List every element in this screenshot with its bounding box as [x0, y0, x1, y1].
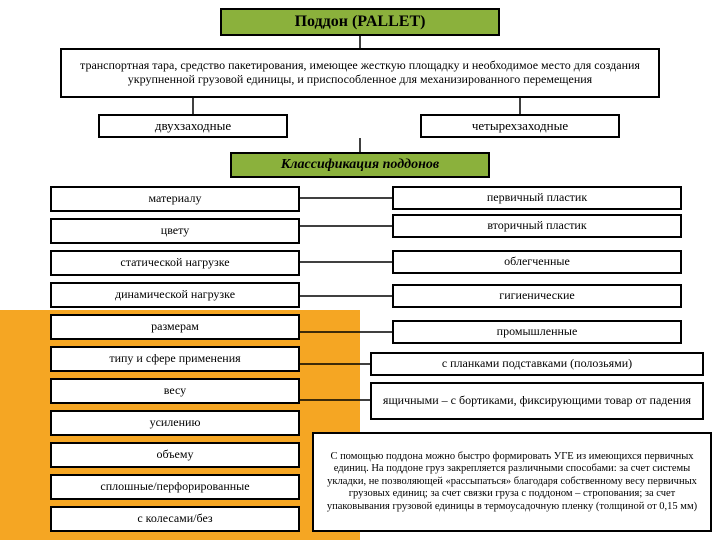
- right-item-label: вторичный пластик: [487, 219, 586, 233]
- subtitle-text: Классификация поддонов: [281, 157, 439, 173]
- right-item-label: облегченные: [504, 255, 570, 269]
- note-text: С помощью поддона можно быстро формирова…: [320, 451, 704, 514]
- right-item-label: ящичными – с бортиками, фиксирующими тов…: [383, 394, 691, 408]
- left-item-label: цвету: [161, 224, 189, 238]
- entry-left-box: двухзаходные: [98, 114, 288, 138]
- left-item: с колесами/без: [50, 506, 300, 532]
- left-item-label: динамической нагрузке: [115, 288, 235, 302]
- left-item-label: весу: [164, 384, 186, 398]
- right-item: вторичный пластик: [392, 214, 682, 238]
- left-item-label: с колесами/без: [137, 512, 212, 526]
- entry-left-text: двухзаходные: [155, 119, 231, 134]
- left-item: типу и сфере применения: [50, 346, 300, 372]
- left-item-label: материалу: [149, 192, 202, 206]
- title-box: Поддон (PALLET): [220, 8, 500, 36]
- right-item-label: с планками подставками (полозьями): [442, 357, 632, 371]
- definition-text: транспортная тара, средство пакетировани…: [68, 59, 652, 87]
- right-item-label: гигиенические: [499, 289, 574, 303]
- left-item: материалу: [50, 186, 300, 212]
- title-text: Поддон (PALLET): [295, 13, 426, 31]
- left-item: сплошные/перфорированные: [50, 474, 300, 500]
- left-item-label: размерам: [151, 320, 199, 334]
- entry-right-box: четырехзаходные: [420, 114, 620, 138]
- note-box: С помощью поддона можно быстро формирова…: [312, 432, 712, 532]
- left-item-label: статической нагрузке: [120, 256, 229, 270]
- left-item: цвету: [50, 218, 300, 244]
- left-item-label: сплошные/перфорированные: [100, 480, 249, 494]
- right-item: облегченные: [392, 250, 682, 274]
- definition-box: транспортная тара, средство пакетировани…: [60, 48, 660, 98]
- left-item: весу: [50, 378, 300, 404]
- left-item: объему: [50, 442, 300, 468]
- left-item: усилению: [50, 410, 300, 436]
- entry-right-text: четырехзаходные: [472, 119, 568, 134]
- left-item-label: типу и сфере применения: [109, 352, 240, 366]
- right-item: первичный пластик: [392, 186, 682, 210]
- left-item: статической нагрузке: [50, 250, 300, 276]
- left-item-label: усилению: [150, 416, 201, 430]
- right-item: промышленные: [392, 320, 682, 344]
- right-item: с планками подставками (полозьями): [370, 352, 704, 376]
- right-item-label: первичный пластик: [487, 191, 587, 205]
- right-item-label: промышленные: [497, 325, 578, 339]
- left-item: размерам: [50, 314, 300, 340]
- left-item-label: объему: [157, 448, 194, 462]
- left-item: динамической нагрузке: [50, 282, 300, 308]
- right-item: гигиенические: [392, 284, 682, 308]
- right-item: ящичными – с бортиками, фиксирующими тов…: [370, 382, 704, 420]
- subtitle-box: Классификация поддонов: [230, 152, 490, 178]
